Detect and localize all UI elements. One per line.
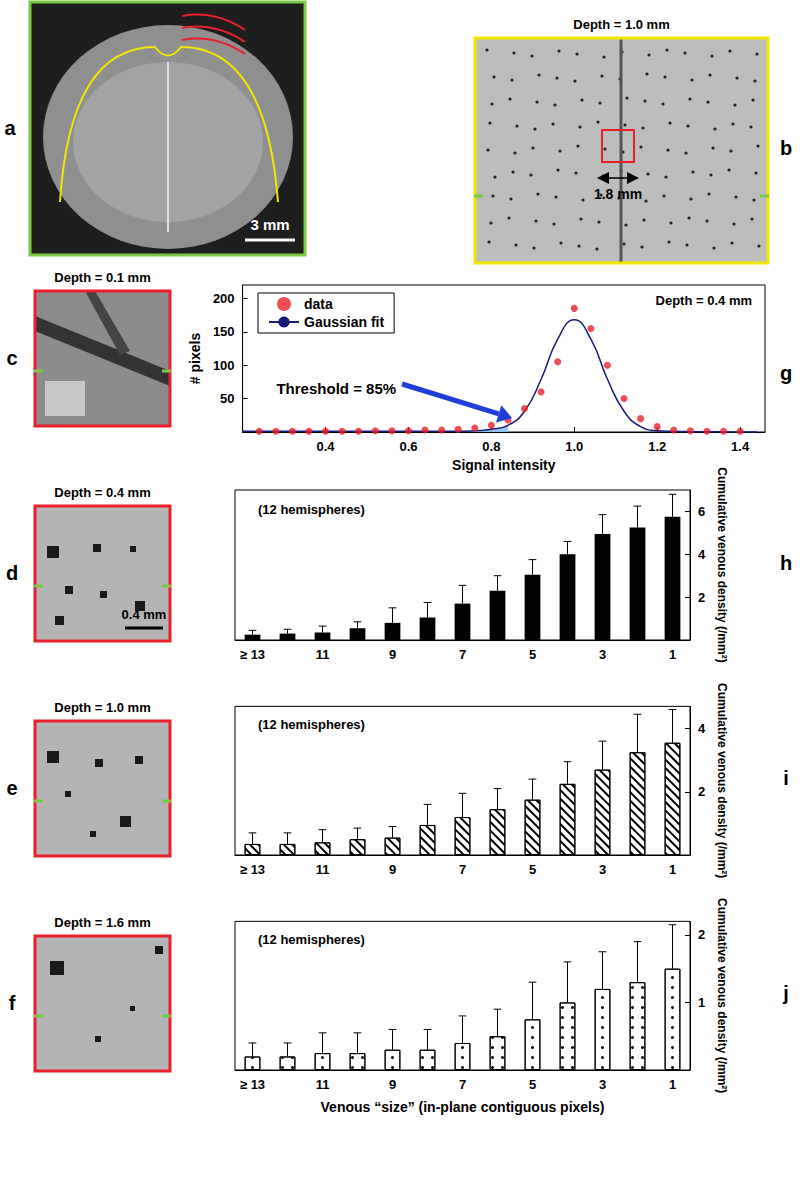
svg-text:Depth = 0.4 mm: Depth = 0.4 mm <box>54 485 150 500</box>
svg-text:5: 5 <box>529 1077 536 1092</box>
svg-text:i: i <box>783 767 789 789</box>
svg-text:data: data <box>304 296 333 312</box>
svg-text:≥ 13: ≥ 13 <box>240 1077 265 1092</box>
svg-text:7: 7 <box>459 862 466 877</box>
svg-text:(12 hemispheres): (12 hemispheres) <box>258 932 365 947</box>
svg-text:9: 9 <box>389 647 396 662</box>
svg-text:Cumulative venous density (/mm: Cumulative venous density (/mm²) <box>715 683 729 878</box>
svg-text:2: 2 <box>698 784 705 799</box>
svg-text:Depth = 0.1 mm: Depth = 0.1 mm <box>54 270 150 285</box>
svg-text:d: d <box>6 562 18 584</box>
svg-text:1: 1 <box>698 995 705 1010</box>
svg-text:3: 3 <box>599 862 606 877</box>
svg-text:2: 2 <box>698 590 705 605</box>
svg-text:1.0: 1.0 <box>565 439 583 454</box>
svg-text:0.6: 0.6 <box>399 439 417 454</box>
svg-text:Gaussian fit: Gaussian fit <box>304 314 384 330</box>
svg-text:9: 9 <box>389 1077 396 1092</box>
svg-text:3: 3 <box>599 1077 606 1092</box>
svg-text:3 mm: 3 mm <box>250 216 289 233</box>
svg-text:3: 3 <box>599 647 606 662</box>
svg-text:1.4: 1.4 <box>731 439 750 454</box>
svg-text:Cumulative venous density (/mm: Cumulative venous density (/mm²) <box>715 467 729 662</box>
svg-text:4: 4 <box>698 721 706 736</box>
svg-text:h: h <box>780 552 792 574</box>
svg-text:1: 1 <box>669 862 676 877</box>
svg-text:1.8 mm: 1.8 mm <box>594 186 642 202</box>
svg-text:7: 7 <box>459 647 466 662</box>
svg-text:Signal intensity: Signal intensity <box>452 457 556 473</box>
svg-text:(12 hemispheres): (12 hemispheres) <box>258 717 365 732</box>
svg-text:g: g <box>780 362 792 384</box>
svg-text:4: 4 <box>698 547 706 562</box>
svg-text:5: 5 <box>529 862 536 877</box>
svg-text:Depth = 1.0 mm: Depth = 1.0 mm <box>54 700 150 715</box>
svg-text:j: j <box>782 982 789 1004</box>
svg-text:50: 50 <box>220 391 234 406</box>
svg-text:0.4: 0.4 <box>316 439 335 454</box>
svg-text:9: 9 <box>389 862 396 877</box>
svg-text:≥ 13: ≥ 13 <box>240 862 265 877</box>
svg-text:5: 5 <box>529 647 536 662</box>
svg-text:150: 150 <box>213 324 235 339</box>
svg-text:11: 11 <box>316 1077 330 1092</box>
svg-text:a: a <box>4 117 16 139</box>
svg-text:b: b <box>780 137 792 159</box>
svg-text:0.4 mm: 0.4 mm <box>122 607 167 622</box>
svg-text:6: 6 <box>698 504 705 519</box>
svg-text:200: 200 <box>213 291 235 306</box>
svg-text:Depth = 0.4 mm: Depth = 0.4 mm <box>656 293 752 308</box>
svg-text:Depth = 1.0 mm: Depth = 1.0 mm <box>573 17 669 32</box>
svg-text:7: 7 <box>459 1077 466 1092</box>
svg-text:11: 11 <box>316 647 330 662</box>
svg-text:0.8: 0.8 <box>482 439 500 454</box>
svg-text:e: e <box>6 777 17 799</box>
svg-text:Cumulative venous density (/mm: Cumulative venous density (/mm²) <box>715 898 729 1093</box>
svg-text:1: 1 <box>669 1077 676 1092</box>
svg-text:1.2: 1.2 <box>648 439 666 454</box>
svg-text:Threshold = 85%: Threshold = 85% <box>276 380 396 397</box>
svg-text:≥ 13: ≥ 13 <box>240 647 265 662</box>
svg-text:c: c <box>6 347 17 369</box>
svg-text:Venous “size” (in-plane contig: Venous “size” (in-plane contiguous pixel… <box>321 1099 605 1115</box>
svg-text:1: 1 <box>669 647 676 662</box>
svg-text:100: 100 <box>213 358 235 373</box>
svg-text:2: 2 <box>698 927 705 942</box>
svg-text:f: f <box>9 992 16 1014</box>
svg-text:# pixels: # pixels <box>187 333 203 385</box>
svg-text:Depth = 1.6 mm: Depth = 1.6 mm <box>54 915 150 930</box>
svg-text:(12 hemispheres): (12 hemispheres) <box>258 502 365 517</box>
svg-text:11: 11 <box>316 862 330 877</box>
